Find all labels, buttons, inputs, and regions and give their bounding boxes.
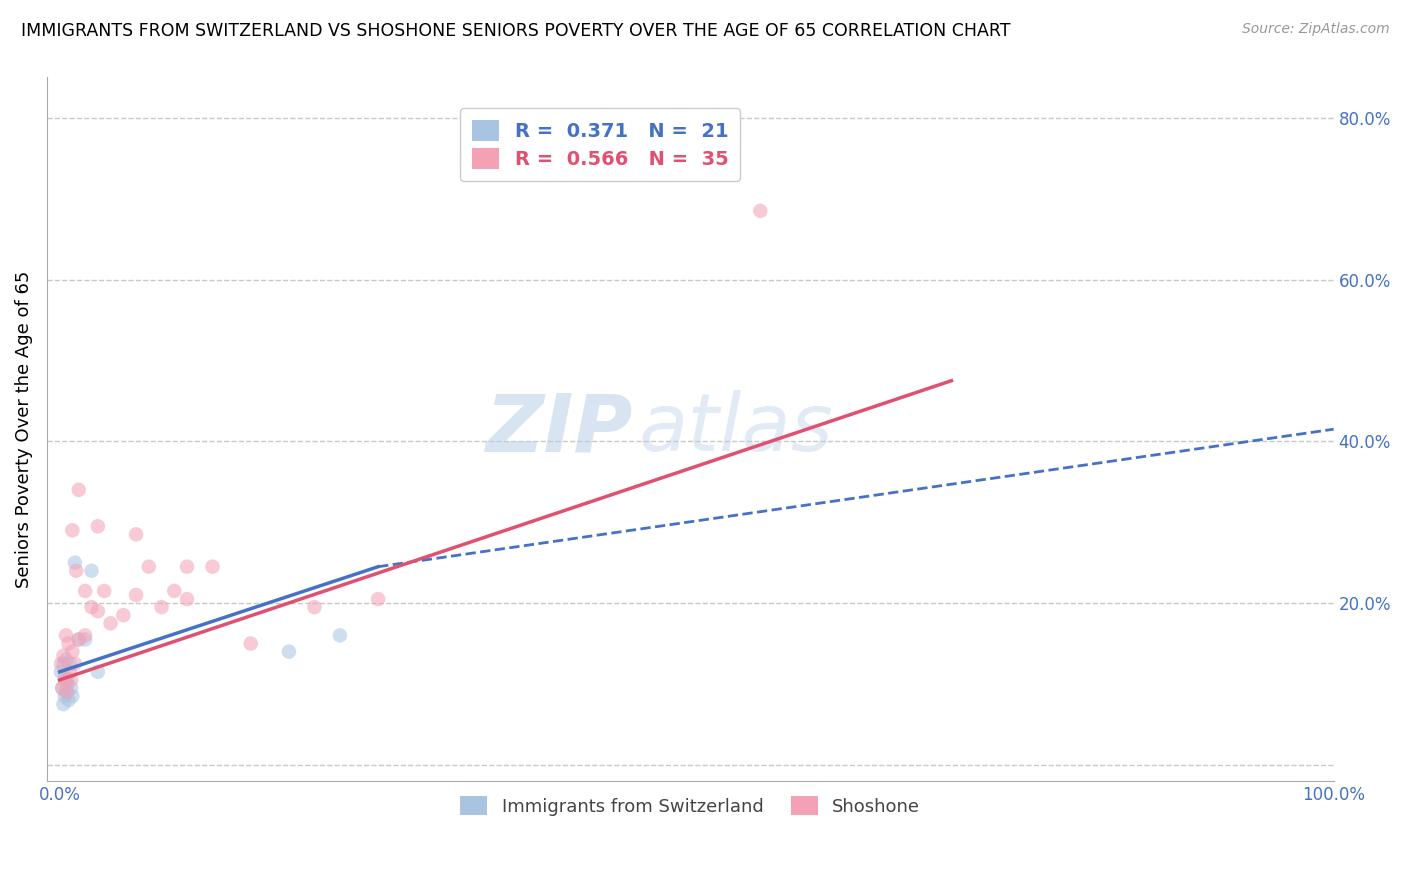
Point <box>201 559 224 574</box>
Point <box>56 673 79 687</box>
Point <box>80 600 103 615</box>
Point <box>176 559 198 574</box>
Point <box>58 693 80 707</box>
Point <box>49 665 72 679</box>
Point <box>75 628 97 642</box>
Point <box>52 648 75 663</box>
Text: IMMIGRANTS FROM SWITZERLAND VS SHOSHONE SENIORS POVERTY OVER THE AGE OF 65 CORRE: IMMIGRANTS FROM SWITZERLAND VS SHOSHONE … <box>21 22 1011 40</box>
Y-axis label: Seniors Poverty Over the Age of 65: Seniors Poverty Over the Age of 65 <box>15 270 32 588</box>
Text: ZIP: ZIP <box>485 390 633 468</box>
Point <box>60 689 83 703</box>
Point <box>67 632 90 647</box>
Point <box>60 681 83 695</box>
Point <box>67 483 90 497</box>
Point <box>329 628 352 642</box>
Point <box>138 559 160 574</box>
Point <box>150 600 173 615</box>
Point <box>239 636 262 650</box>
Point <box>63 556 86 570</box>
Point <box>58 636 80 650</box>
Point <box>53 669 76 683</box>
Point <box>56 677 79 691</box>
Point <box>100 616 122 631</box>
Point <box>75 632 97 647</box>
Point <box>125 527 148 541</box>
Point <box>51 681 73 695</box>
Point <box>87 604 110 618</box>
Point <box>112 608 135 623</box>
Point <box>163 584 186 599</box>
Point <box>125 588 148 602</box>
Point <box>87 665 110 679</box>
Point <box>60 524 83 538</box>
Point <box>93 584 115 599</box>
Point <box>52 657 75 671</box>
Point <box>59 657 82 671</box>
Point <box>52 697 75 711</box>
Point <box>49 657 72 671</box>
Point <box>60 644 83 658</box>
Point <box>176 592 198 607</box>
Point <box>59 665 82 679</box>
Point <box>53 673 76 687</box>
Point <box>80 564 103 578</box>
Text: atlas: atlas <box>638 390 834 468</box>
Point <box>304 600 326 615</box>
Point <box>65 564 87 578</box>
Point <box>75 584 97 599</box>
Point <box>55 628 77 642</box>
Point <box>67 632 90 647</box>
Point <box>60 673 83 687</box>
Point <box>53 689 76 703</box>
Point <box>55 653 77 667</box>
Point <box>56 685 79 699</box>
Point <box>55 685 77 699</box>
Text: Source: ZipAtlas.com: Source: ZipAtlas.com <box>1241 22 1389 37</box>
Point <box>63 657 86 671</box>
Point <box>749 203 772 218</box>
Point <box>51 681 73 695</box>
Legend: Immigrants from Switzerland, Shoshone: Immigrants from Switzerland, Shoshone <box>451 788 929 825</box>
Point <box>278 644 301 658</box>
Point <box>367 592 389 607</box>
Point <box>87 519 110 533</box>
